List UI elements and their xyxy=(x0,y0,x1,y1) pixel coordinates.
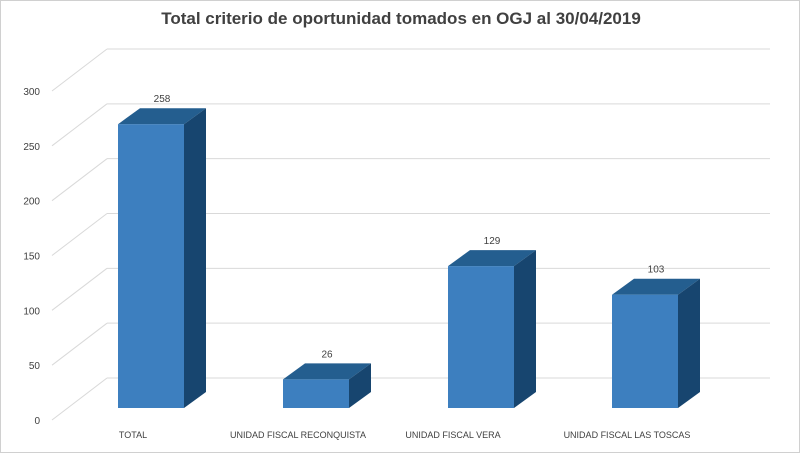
bar-top xyxy=(612,278,700,295)
bar-top xyxy=(283,363,371,380)
y-tick-label: 50 xyxy=(29,361,41,372)
gridline-diagonal xyxy=(51,103,108,147)
bar xyxy=(612,294,678,408)
x-tick-label: UNIDAD FISCAL RECONQUISTA xyxy=(230,430,366,440)
bar xyxy=(283,379,349,408)
bar-side xyxy=(184,108,206,408)
bar xyxy=(448,266,514,408)
gridline-diagonal xyxy=(51,267,108,311)
y-tick-label: 150 xyxy=(23,252,40,263)
gridline-diagonal xyxy=(51,322,108,366)
y-tick-label: 250 xyxy=(23,142,40,153)
gridline-diagonal xyxy=(51,48,108,92)
x-tick-label: UNIDAD FISCAL LAS TOSCAS xyxy=(564,430,691,440)
bar-top xyxy=(118,108,206,125)
bar-side xyxy=(678,278,700,408)
y-tick-label: 0 xyxy=(34,416,40,427)
x-tick-label: UNIDAD FISCAL VERA xyxy=(405,430,500,440)
data-label: 26 xyxy=(321,349,333,360)
gridline-diagonal xyxy=(51,377,108,421)
x-tick-label: TOTAL xyxy=(119,430,147,440)
chart-title: Total criterio de oportunidad tomados en… xyxy=(161,9,641,28)
data-label: 103 xyxy=(648,265,665,276)
data-label: 258 xyxy=(154,94,171,105)
bar-top xyxy=(448,250,536,267)
bar-side xyxy=(349,363,371,408)
y-tick-label: 300 xyxy=(23,87,40,98)
y-tick-label: 100 xyxy=(23,306,40,317)
y-tick-label: 200 xyxy=(23,197,40,208)
gridline-diagonal xyxy=(51,213,108,256)
data-label: 129 xyxy=(484,236,501,247)
bar xyxy=(118,124,184,408)
gridline-diagonal xyxy=(51,158,108,202)
bar-side xyxy=(514,250,536,408)
